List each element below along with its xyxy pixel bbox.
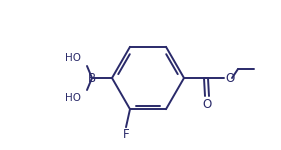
- Text: O: O: [225, 72, 234, 84]
- Text: HO: HO: [65, 53, 81, 63]
- Text: B: B: [88, 72, 96, 84]
- Text: O: O: [202, 98, 212, 111]
- Text: HO: HO: [65, 93, 81, 103]
- Text: F: F: [123, 128, 129, 141]
